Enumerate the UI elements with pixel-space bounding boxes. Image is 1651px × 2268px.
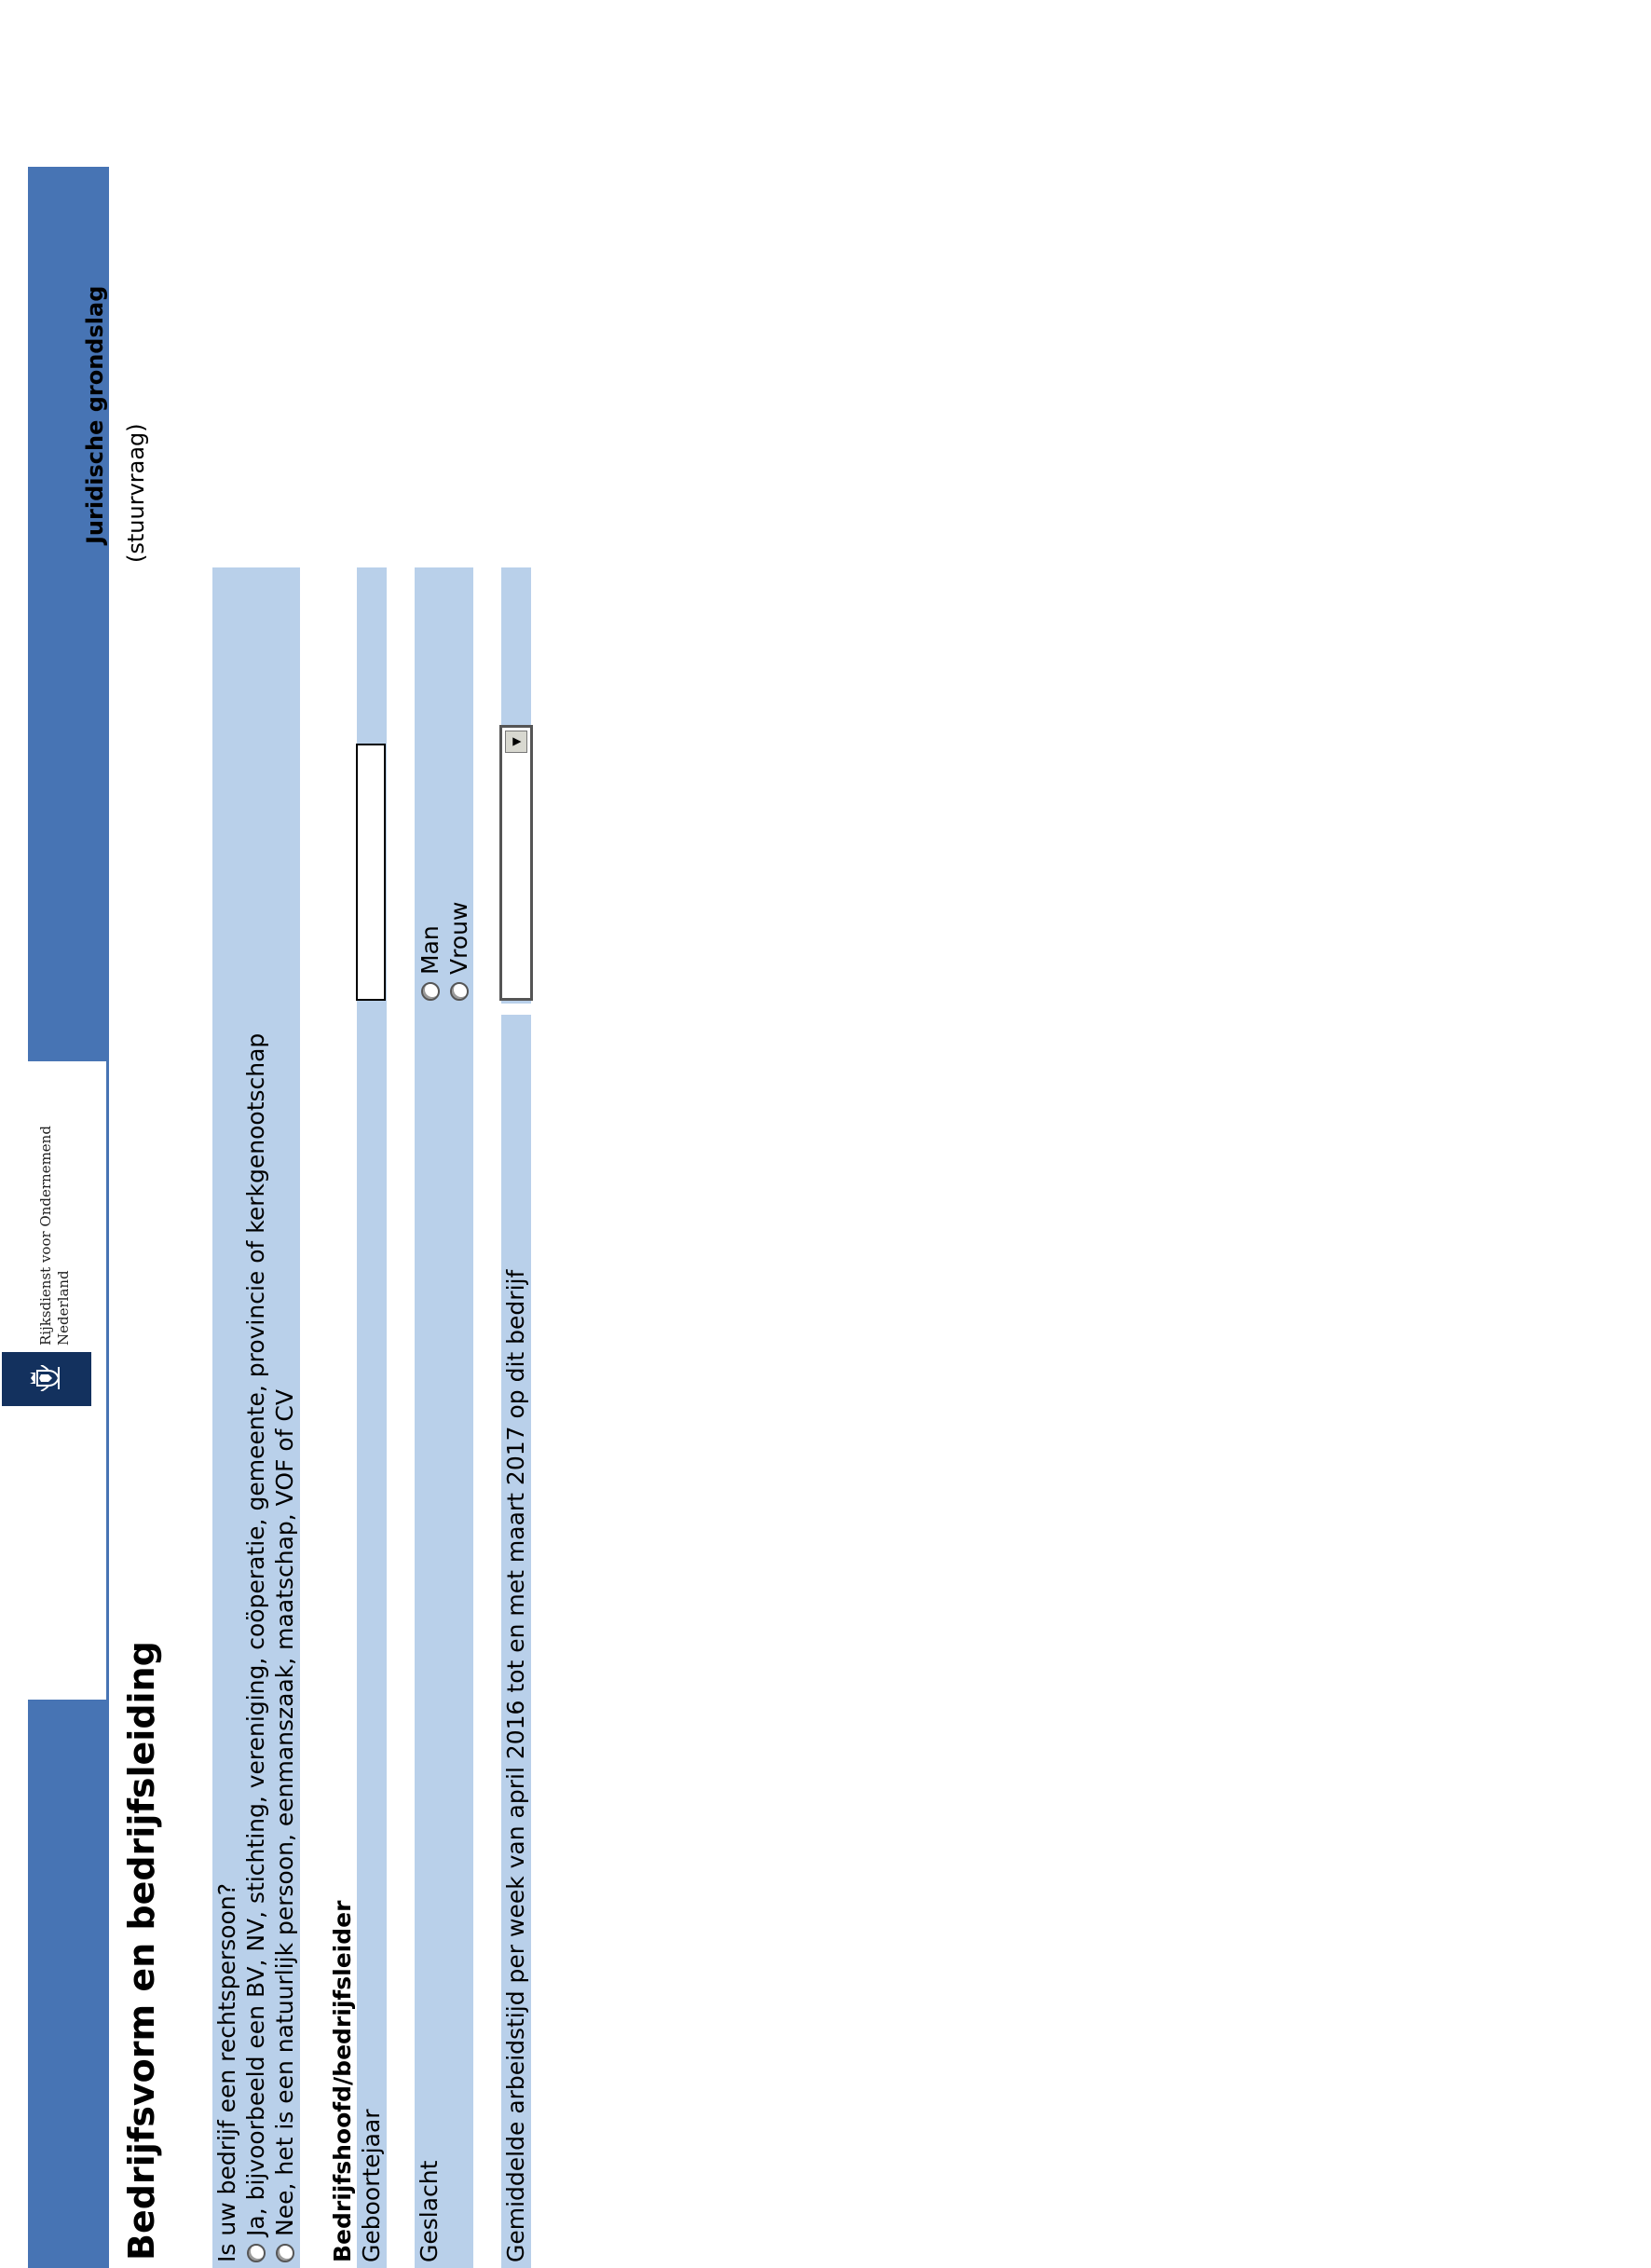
gender-option-vrouw[interactable]: Vrouw (444, 902, 473, 1001)
legal-person-question: Is uw bedrijf een rechtspersoon? (213, 1883, 240, 2262)
gender-vrouw-radio[interactable] (450, 982, 469, 1001)
working-hours-label: Gemiddelde arbeidstijd per week van apri… (502, 1269, 529, 2262)
logo (2, 1352, 91, 1406)
page-title: Bedrijfsvorm en bedrijfsleiding (121, 1641, 162, 2261)
birth-year-input[interactable] (356, 744, 386, 1001)
section-title: Juridische grondslag (82, 285, 108, 544)
working-hours-select[interactable]: ▼ (499, 725, 533, 1001)
header-band-left (28, 1700, 108, 2268)
section-subtitle: (stuurvraag) (123, 423, 149, 563)
legal-person-no-radio[interactable] (276, 2244, 294, 2262)
gender-vrouw-label: Vrouw (445, 901, 472, 975)
gender-label: Geslacht (416, 2160, 443, 2262)
organization-name-line-2: Nederland (55, 1270, 72, 1346)
gender-options: Man Vrouw (416, 902, 473, 1001)
row-gap (501, 1004, 531, 1015)
legal-person-option-no[interactable]: Nee, het is een natuurlijk persoon, eenm… (271, 1389, 298, 2262)
gender-man-radio[interactable] (421, 982, 440, 1001)
legal-person-yes-radio[interactable] (247, 2244, 266, 2262)
question-row-gender (415, 567, 473, 2268)
gender-man-label: Man (416, 925, 443, 975)
legal-person-option-yes[interactable]: Ja, bijvoorbeeld een BV, NV, stichting, … (242, 1033, 269, 2262)
company-head-heading: Bedrijfshoofd/bedrijfsleider (329, 1900, 356, 2262)
dutch-coat-of-arms-icon (30, 1365, 61, 1391)
organization-name: Rijksdienst voor Ondernemend Nederland (37, 1103, 73, 1346)
organization-name-line-1: Rijksdienst voor Ondernemend (37, 1126, 54, 1346)
chevron-down-icon[interactable]: ▼ (505, 731, 527, 753)
legal-person-no-label: Nee, het is een natuurlijk persoon, eenm… (271, 1389, 298, 2236)
birth-year-label: Geboortejaar (358, 2109, 385, 2262)
legal-person-yes-label: Ja, bijvoorbeeld een BV, NV, stichting, … (242, 1032, 269, 2236)
gender-option-man[interactable]: Man (416, 902, 444, 1001)
